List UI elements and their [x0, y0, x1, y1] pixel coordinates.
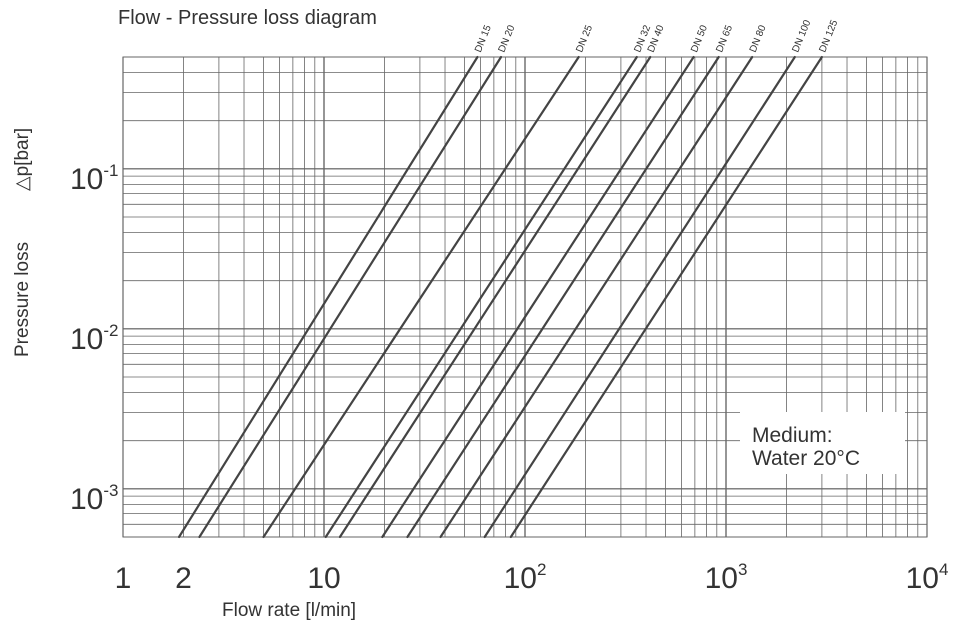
x-tick-label: 103: [705, 560, 748, 595]
series-line-dn-32: [324, 55, 638, 539]
series-line-dn-50: [381, 55, 695, 539]
y-tick-label: 10-2: [70, 321, 119, 356]
y-axis-label: Pressure loss: [12, 242, 33, 357]
series-label: DN 50: [689, 23, 710, 54]
series-label: DN 25: [574, 23, 595, 54]
y-tick-labels: 10-1 10-2 10-3: [70, 161, 119, 516]
chart-series: [177, 55, 824, 539]
series-line-dn-20: [198, 55, 503, 539]
series-line-dn-25: [262, 55, 580, 539]
series-line-dn-15: [177, 55, 479, 539]
y-tick-label: 10-3: [70, 481, 119, 516]
x-tick-label: 10: [307, 562, 340, 595]
series-label: DN 65: [714, 23, 735, 54]
series-label: DN 15: [473, 23, 494, 54]
x-tick-labels: 1 2 10 102 103 104: [115, 560, 949, 595]
x-tick-label: 102: [504, 560, 547, 595]
series-line-dn-125: [509, 55, 824, 539]
y-axis-symbol: △p[bar]: [12, 128, 33, 191]
x-tick-label: 1: [115, 562, 132, 595]
medium-annotation: Medium: Water 20°C: [740, 412, 905, 474]
annotation-line-1: Medium:: [752, 424, 833, 447]
x-tick-label: 2: [175, 562, 192, 595]
y-tick-label: 10-1: [70, 161, 119, 196]
annotation-box: [740, 412, 905, 474]
series-label: DN 20: [497, 23, 518, 54]
chart-title: Flow - Pressure loss diagram: [118, 7, 377, 29]
x-axis-label: Flow rate [l/min]: [222, 600, 356, 621]
series-line-dn-100: [483, 55, 796, 539]
series-line-dn-65: [406, 55, 720, 539]
annotation-line-2: Water 20°C: [752, 447, 860, 470]
series-label: DN 100: [790, 18, 813, 54]
series-line-dn-40: [338, 55, 652, 539]
x-tick-label: 104: [906, 560, 949, 595]
chart-grid: [122, 56, 928, 538]
series-label: DN 125: [817, 18, 840, 54]
series-label: DN 80: [748, 23, 769, 54]
series-line-dn-80: [439, 55, 754, 539]
